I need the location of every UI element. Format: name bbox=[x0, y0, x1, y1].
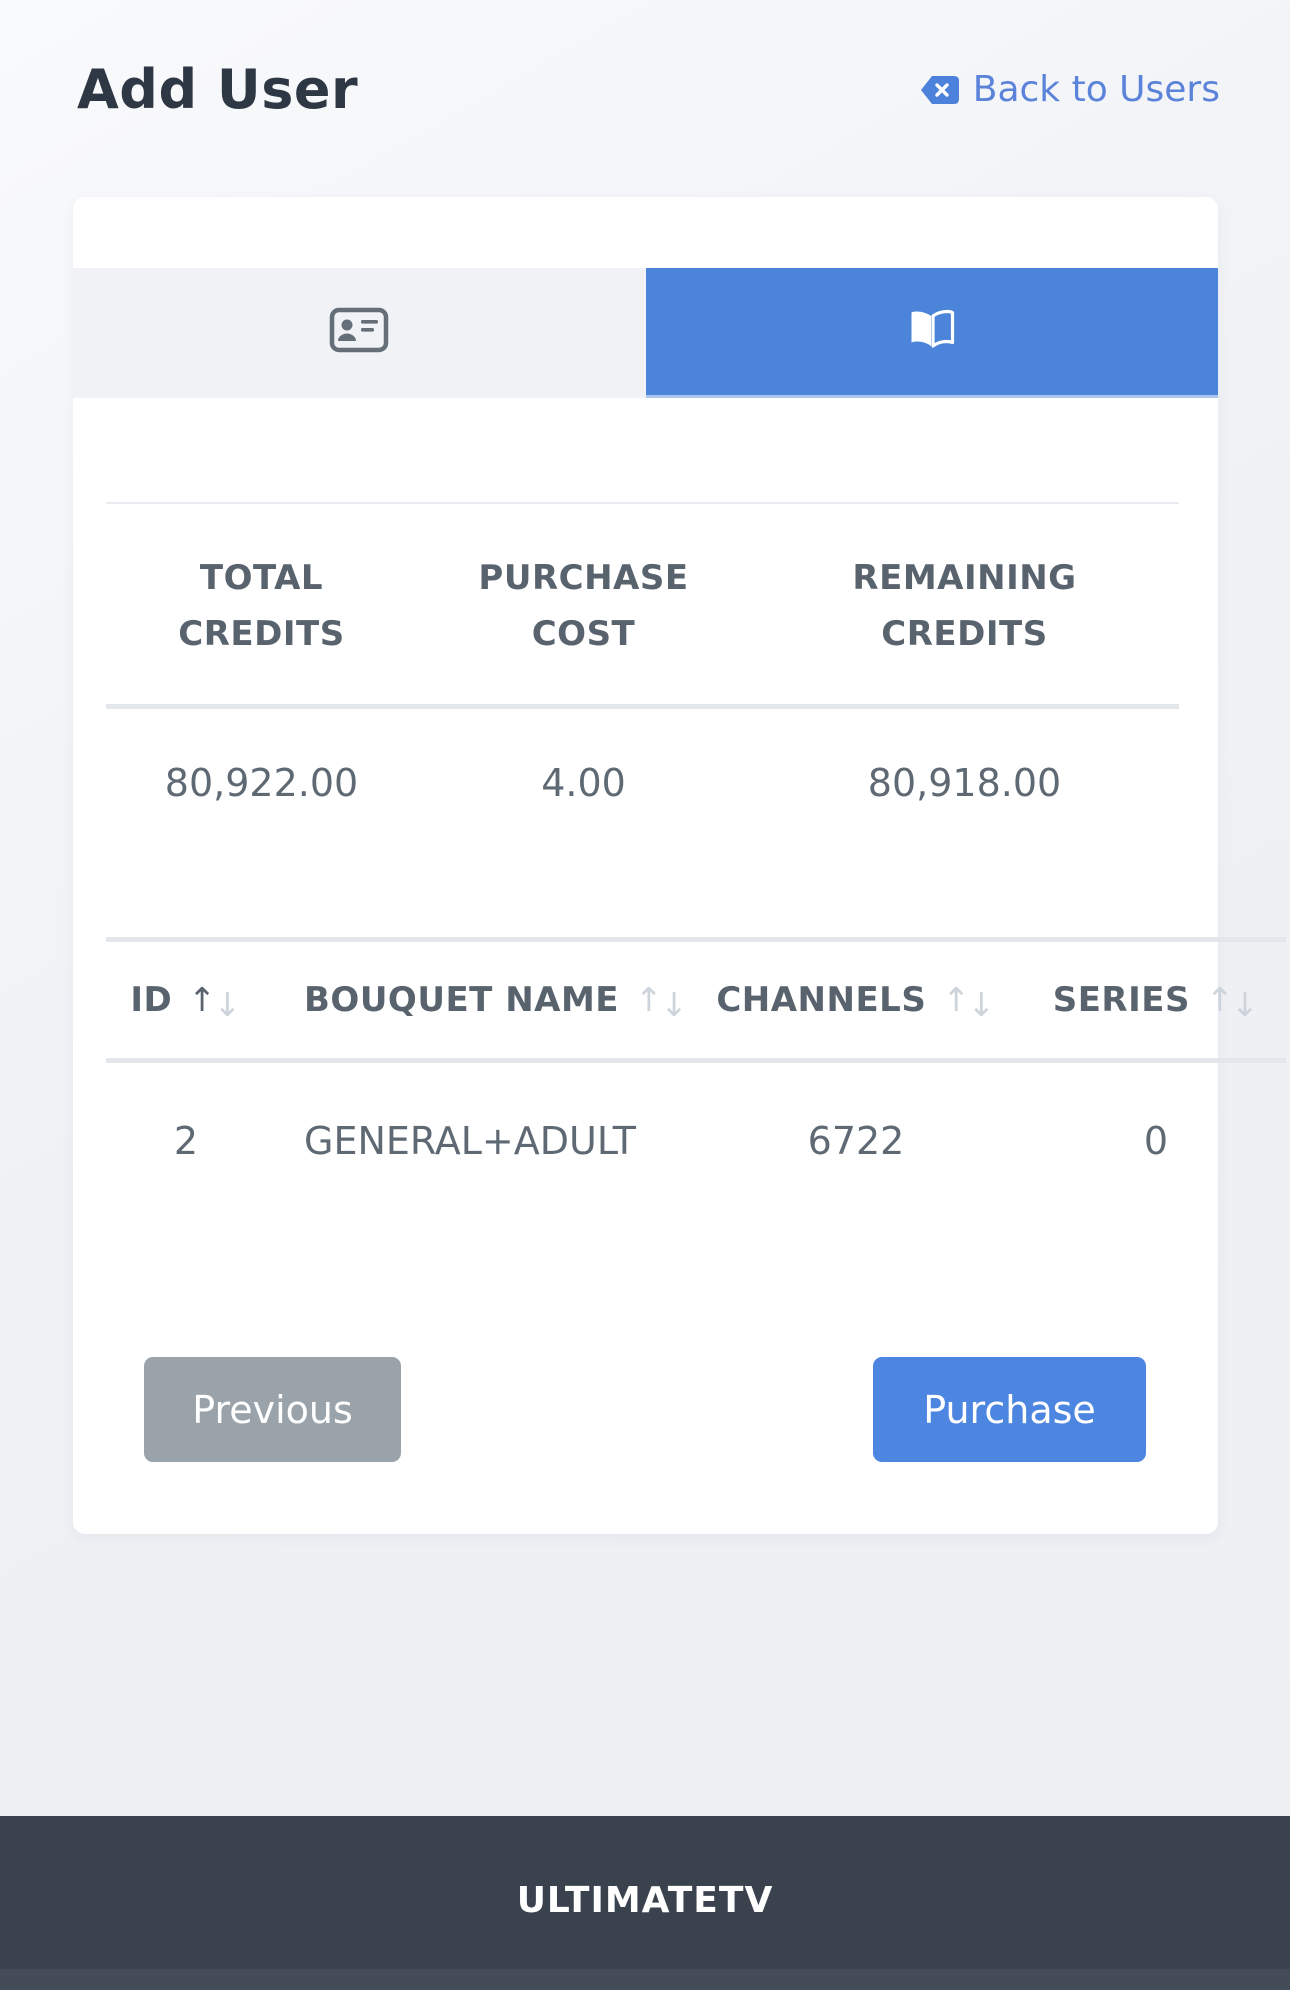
footer: ULTIMATETV bbox=[0, 1816, 1290, 1990]
footer-brand: ULTIMATETV bbox=[516, 1880, 774, 1921]
bouquet-series-cell: 0 bbox=[1143, 1119, 1169, 1164]
tab-user-details[interactable] bbox=[73, 268, 646, 398]
bouquet-name-cell: GENERAL+ADULT bbox=[304, 1119, 636, 1164]
remaining-credits-header: REMAINING CREDITS bbox=[750, 503, 1179, 710]
card-top-spacer bbox=[73, 197, 1218, 268]
id-card-icon bbox=[329, 307, 389, 357]
backspace-icon bbox=[918, 74, 960, 106]
tab-bouquets[interactable] bbox=[645, 268, 1218, 398]
bouquet-id-cell: 2 bbox=[173, 1119, 199, 1164]
book-open-icon bbox=[908, 309, 956, 355]
sort-icon-bouquet-name: ↑↓ bbox=[635, 980, 689, 1025]
total-credits-value: 80,922.00 bbox=[164, 761, 359, 806]
back-to-users-label: Back to Users bbox=[972, 69, 1220, 110]
bouquet-table: ID ↑↓ BOUQUET NAME ↑↓ CHANNELS ↑↓ SERIES ↑↓ … bbox=[106, 937, 1286, 1283]
credits-summary-table: TOTAL CREDITS PURCHASE COST REMAINING CR… bbox=[106, 502, 1179, 937]
bouquet-channels-cell: 6722 bbox=[807, 1119, 905, 1164]
column-header-channels[interactable]: CHANNELS ↑↓ bbox=[686, 939, 1026, 1064]
footer-bottom-strip bbox=[0, 1969, 1290, 1990]
total-credits-header: TOTAL CREDITS bbox=[106, 503, 417, 710]
purchase-cost-header: PURCHASE COST bbox=[417, 503, 750, 710]
back-to-users-link[interactable]: Back to Users bbox=[918, 69, 1220, 110]
purchase-button[interactable]: Purchase bbox=[873, 1357, 1146, 1463]
bouquet-row: 2 GENERAL+ADULT 6722 0 bbox=[106, 1061, 1286, 1284]
credits-value-row: 80,922.00 4.00 80,918.00 bbox=[106, 707, 1179, 938]
add-user-card: TOTAL CREDITS PURCHASE COST REMAINING CR… bbox=[73, 197, 1286, 1535]
page-header: Add User Back to Users bbox=[0, 0, 1290, 121]
purchase-cost-value: 4.00 bbox=[541, 761, 626, 806]
sort-icon-channels: ↑↓ bbox=[942, 980, 996, 1025]
sort-icon-id: ↑↓ bbox=[188, 980, 242, 1025]
column-header-id[interactable]: ID ↑↓ bbox=[106, 939, 266, 1064]
sort-icon-series: ↑↓ bbox=[1205, 980, 1260, 1025]
wizard-actions: Previous Purchase bbox=[144, 1357, 1146, 1534]
column-header-bouquet-name[interactable]: BOUQUET NAME ↑↓ bbox=[266, 939, 689, 1064]
page-title: Add User bbox=[77, 58, 359, 121]
previous-button[interactable]: Previous bbox=[144, 1357, 401, 1463]
tab-strip bbox=[73, 268, 1218, 398]
bouquet-header-row: ID ↑↓ BOUQUET NAME ↑↓ CHANNELS ↑↓ SERIES ↑↓ bbox=[106, 939, 1286, 1064]
remaining-credits-value: 80,918.00 bbox=[867, 761, 1062, 806]
column-header-series[interactable]: SERIES ↑↓ bbox=[1026, 939, 1286, 1064]
credits-header-row: TOTAL CREDITS PURCHASE COST REMAINING CR… bbox=[106, 503, 1179, 710]
